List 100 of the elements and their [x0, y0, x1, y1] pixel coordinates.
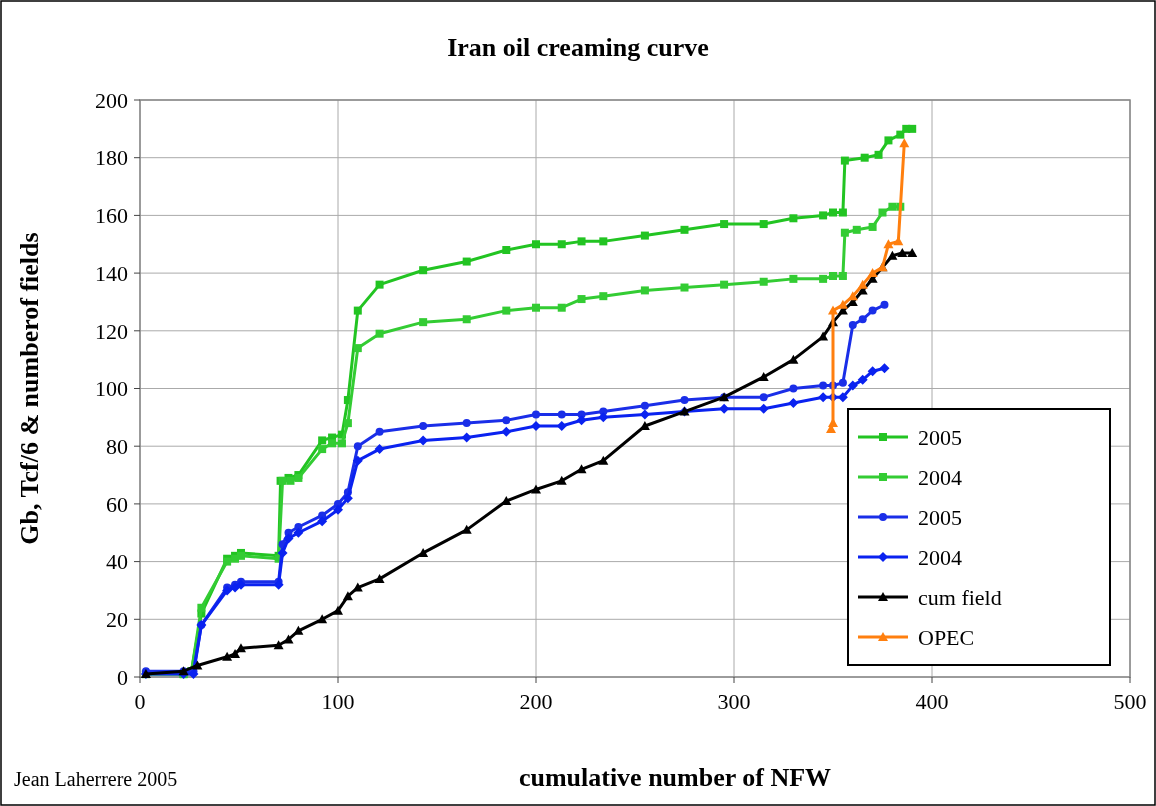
y-tick-label: 40: [106, 549, 128, 575]
y-tick-label: 160: [95, 203, 128, 229]
point: [789, 384, 798, 393]
point: [896, 130, 905, 139]
x-tick-label: 0: [134, 689, 146, 714]
point: [720, 280, 729, 289]
point: [576, 415, 587, 426]
point: [501, 426, 512, 437]
y-tick-label: 140: [95, 260, 128, 286]
point: [532, 410, 540, 419]
point: [502, 246, 511, 255]
point: [759, 393, 768, 402]
point: [720, 220, 729, 229]
point: [598, 455, 609, 465]
point: [337, 439, 346, 448]
point: [819, 381, 828, 390]
point: [283, 634, 294, 644]
point: [852, 225, 861, 234]
y-axis-title: Gb, Tcf/6 & numberof fields: [15, 232, 44, 545]
y-tick-label: 60: [106, 491, 128, 517]
point: [557, 240, 566, 249]
point: [375, 427, 384, 436]
point: [333, 605, 343, 615]
legend-label: cum field: [918, 584, 1002, 610]
point: [235, 643, 246, 653]
y-tick-label: 120: [95, 318, 128, 344]
point: [788, 397, 799, 408]
point: [576, 464, 587, 474]
point: [577, 237, 586, 246]
point: [868, 306, 877, 315]
point: [342, 591, 353, 601]
point: [788, 354, 799, 364]
point: [328, 439, 337, 448]
point: [419, 422, 428, 431]
x-axis-title: cumulative number of NFW: [518, 763, 832, 792]
point: [375, 280, 384, 289]
point: [829, 271, 837, 280]
point: [222, 585, 233, 596]
y-tick-label: 100: [95, 376, 128, 402]
point: [577, 295, 586, 304]
x-tick-label: 100: [321, 689, 355, 714]
point: [352, 455, 363, 466]
point: [759, 220, 768, 229]
point: [868, 222, 877, 231]
point: [353, 306, 362, 315]
point: [374, 573, 385, 583]
point: [680, 396, 689, 405]
point: [222, 651, 233, 661]
legend-label: 2004: [918, 464, 962, 490]
legend-label: 2005: [918, 424, 962, 450]
point: [532, 303, 540, 312]
y-tick-label: 80: [106, 433, 128, 459]
point: [758, 371, 769, 381]
point: [318, 445, 327, 454]
text: Jean Laherrere 2005: [14, 768, 178, 790]
point: [908, 124, 917, 133]
point: [230, 648, 241, 658]
point: [375, 329, 384, 338]
point: [353, 344, 362, 353]
x-tick-label: 200: [519, 689, 553, 714]
point: [838, 271, 847, 280]
x-tick-label: 300: [717, 689, 751, 714]
y-tick-label: 20: [106, 607, 128, 632]
point: [818, 331, 829, 341]
y-tick-label: 180: [95, 145, 128, 171]
point: [639, 409, 650, 420]
point: [899, 138, 910, 148]
point: [838, 208, 847, 217]
point: [840, 156, 849, 165]
point: [598, 412, 609, 423]
point: [819, 274, 828, 283]
point: [860, 153, 869, 162]
point: [342, 493, 353, 504]
point: [333, 504, 343, 515]
point: [640, 231, 649, 240]
point: [893, 236, 904, 246]
point: [188, 669, 199, 680]
point: [419, 266, 428, 275]
point: [829, 208, 837, 217]
point: [461, 524, 472, 534]
point: [462, 315, 471, 324]
point: [840, 228, 849, 237]
point: [317, 614, 328, 624]
point: [353, 442, 362, 451]
point: [789, 214, 798, 223]
point: [759, 277, 768, 286]
point: [418, 435, 429, 446]
point: [462, 257, 471, 266]
point: [848, 321, 857, 330]
point: [277, 547, 288, 558]
point: [317, 516, 328, 527]
point: [352, 582, 363, 592]
point: [374, 444, 385, 455]
point: [789, 274, 798, 283]
point: [858, 315, 867, 324]
x-tick-label: 500: [1113, 689, 1147, 714]
point: [879, 363, 890, 374]
point: [880, 300, 889, 309]
point: [318, 436, 327, 445]
point: [847, 380, 858, 391]
